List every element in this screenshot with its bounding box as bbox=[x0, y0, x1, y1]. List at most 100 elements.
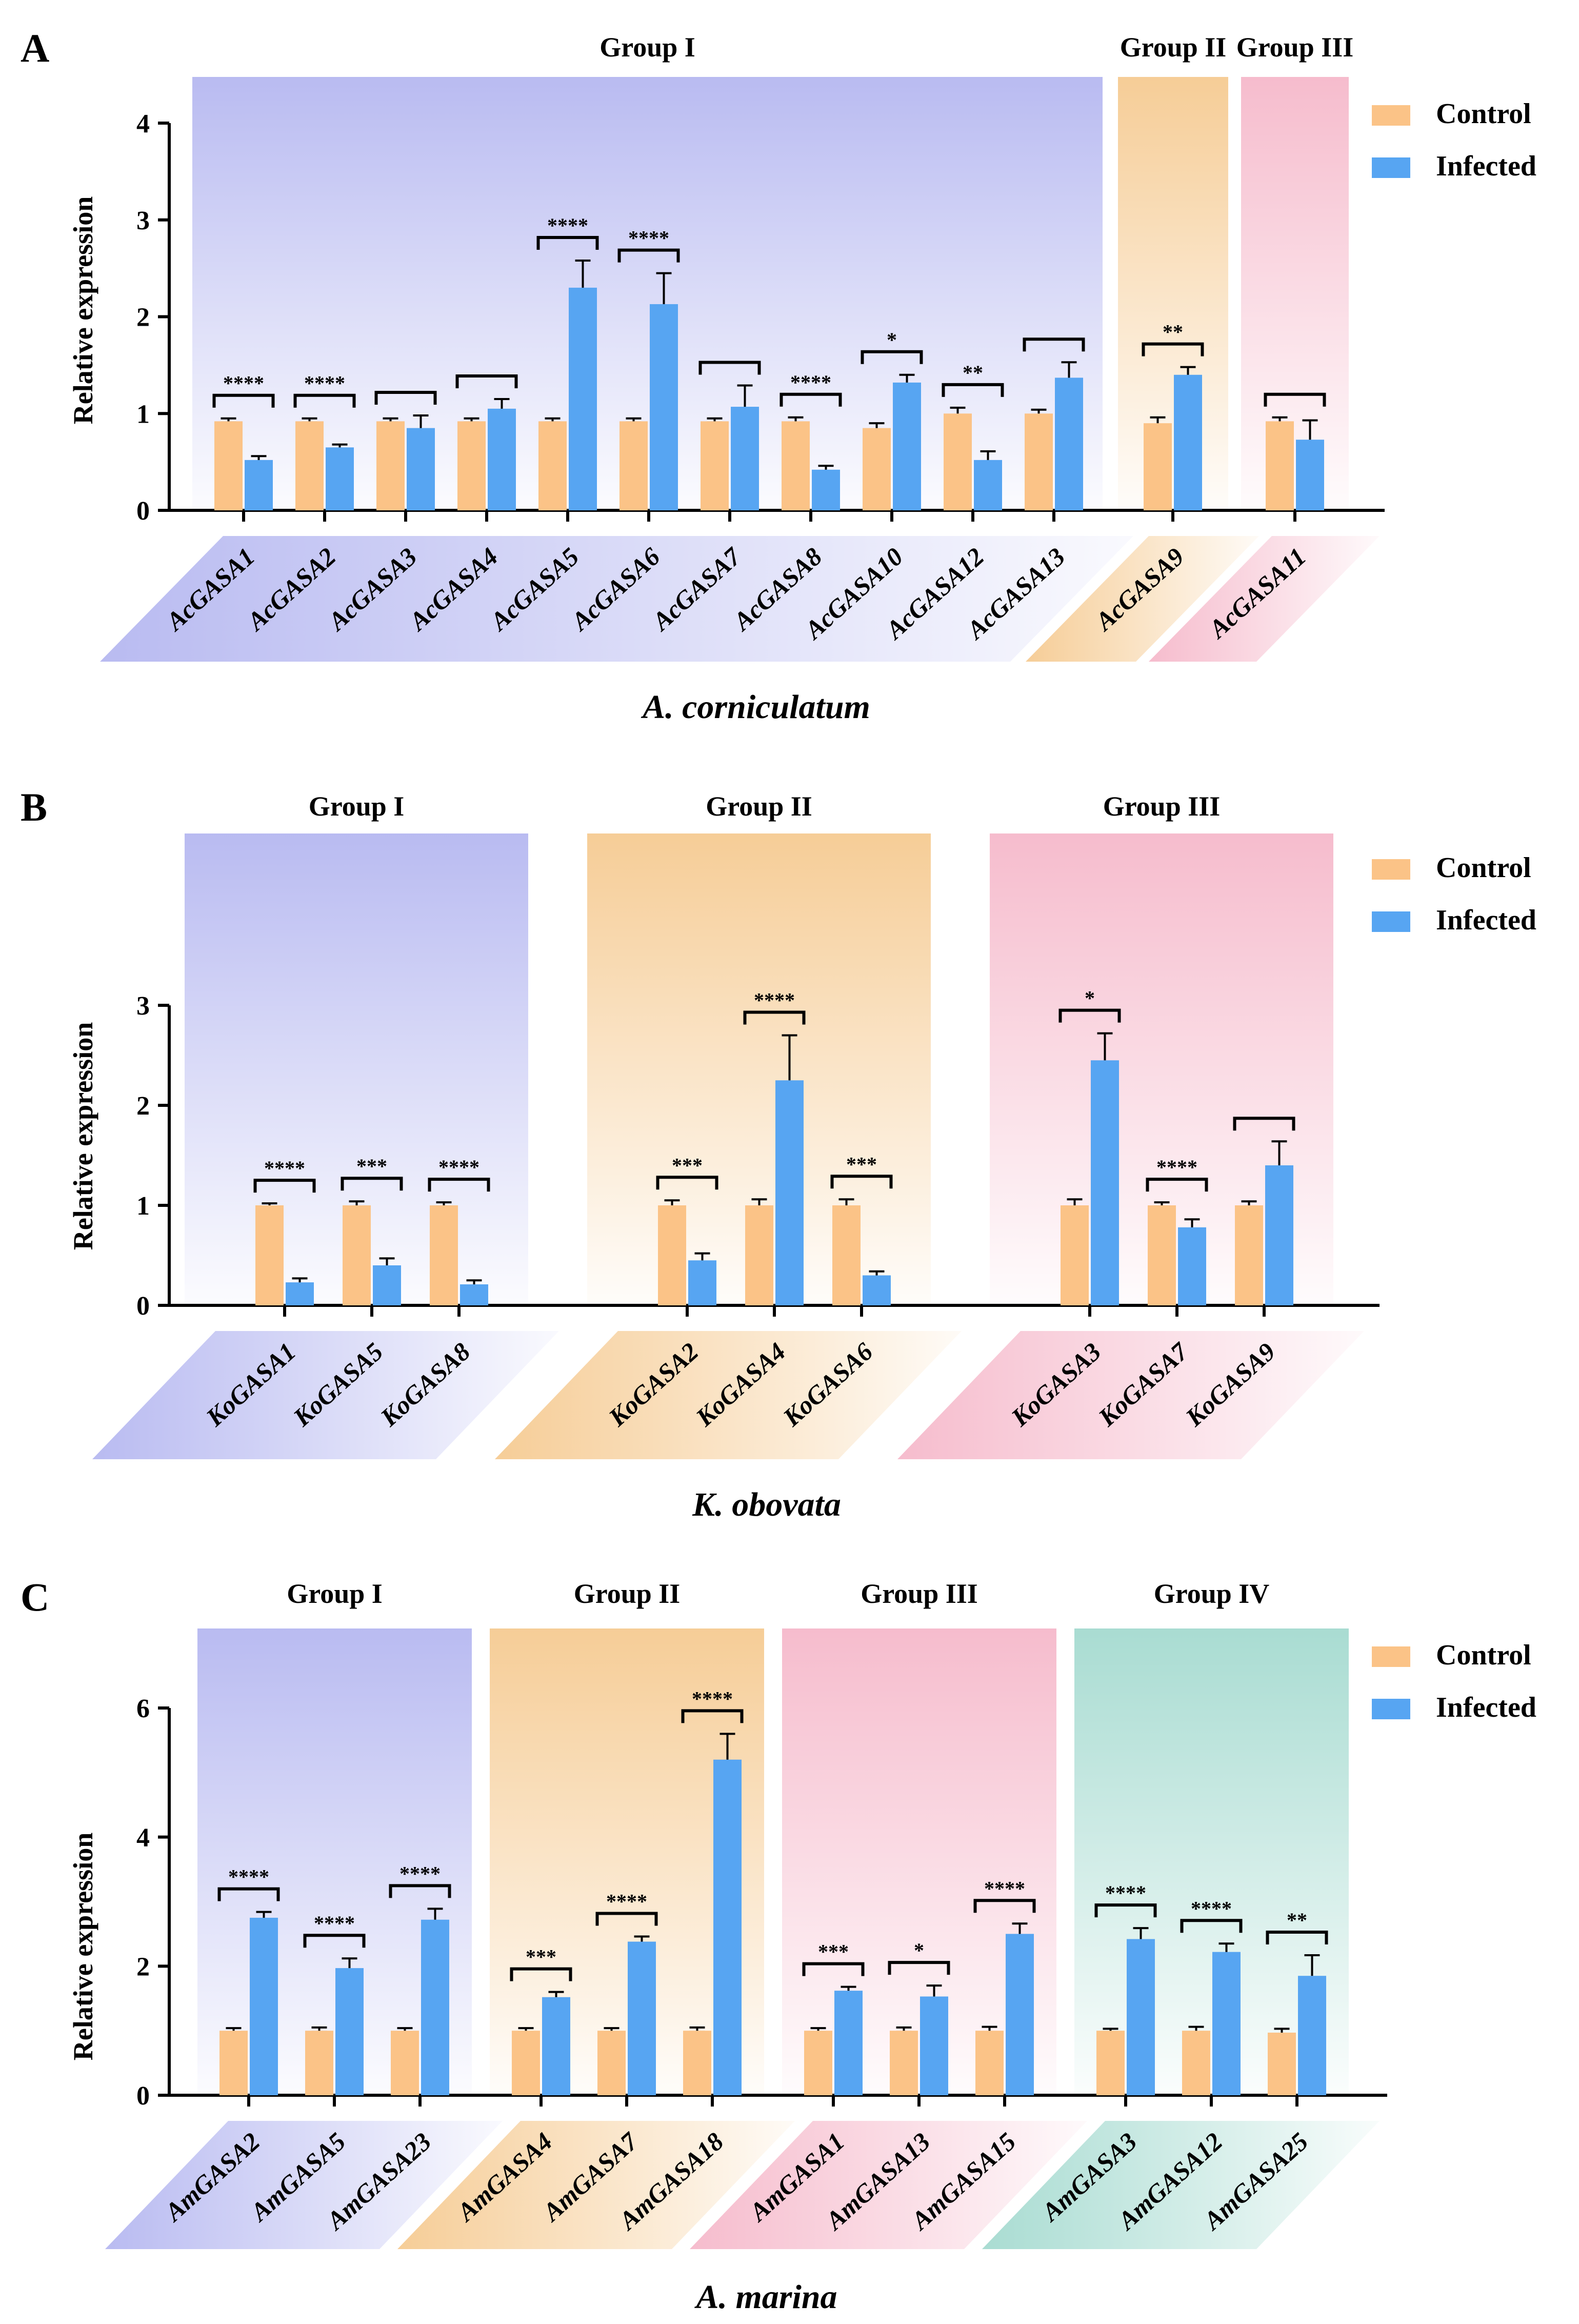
y-tick-label: 4 bbox=[136, 1823, 150, 1853]
significance-label: *** bbox=[818, 1940, 849, 1963]
bar-control-AmGASA23 bbox=[391, 2031, 419, 2095]
significance-label: * bbox=[1085, 987, 1095, 1010]
bar-control-AcGASA3 bbox=[376, 421, 405, 510]
significance-bracket bbox=[802, 1962, 865, 1976]
significance-label: * bbox=[887, 328, 897, 351]
bar-infected-AcGASA10 bbox=[893, 382, 921, 510]
group-label: Group III bbox=[861, 1578, 978, 1609]
bar-infected-AcGASA9 bbox=[1174, 374, 1202, 510]
significance-bracket bbox=[681, 1709, 744, 1723]
legend-control-label: Control bbox=[1436, 1639, 1531, 1671]
group-label: Group II bbox=[1120, 32, 1227, 63]
significance-bracket bbox=[217, 1887, 280, 1901]
significance-bracket bbox=[293, 393, 356, 408]
bar-control-AcGASA4 bbox=[457, 421, 486, 510]
significance-bracket bbox=[656, 1176, 718, 1190]
significance-bracket bbox=[1233, 1117, 1295, 1131]
bar-infected-KoGASA6 bbox=[863, 1275, 891, 1305]
bar-infected-AcGASA13 bbox=[1055, 378, 1083, 510]
significance-bracket bbox=[973, 1899, 1036, 1913]
significance-bracket bbox=[698, 361, 761, 375]
legend-infected-label: Infected bbox=[1436, 904, 1536, 936]
bar-control-AmGASA1 bbox=[804, 2031, 832, 2095]
bar-control-AmGASA15 bbox=[975, 2031, 1004, 2095]
significance-bracket bbox=[1023, 337, 1085, 352]
bar-control-AmGASA7 bbox=[597, 2031, 626, 2095]
significance-bracket bbox=[1264, 392, 1326, 407]
significance-label: *** bbox=[846, 1153, 877, 1176]
bar-infected-AmGASA15 bbox=[1006, 1934, 1034, 2095]
significance-label: **** bbox=[304, 372, 345, 395]
bar-infected-AmGASA2 bbox=[250, 1917, 278, 2095]
bar-control-AcGASA5 bbox=[538, 421, 567, 510]
bar-control-AmGASA13 bbox=[890, 2031, 918, 2095]
bar-infected-KoGASA1 bbox=[286, 1282, 314, 1305]
bar-infected-AmGASA4 bbox=[542, 1997, 570, 2095]
bar-control-AcGASA1 bbox=[214, 421, 243, 510]
group-label: Group I bbox=[599, 32, 695, 63]
significance-bracket bbox=[536, 236, 599, 250]
bar-control-AcGASA9 bbox=[1144, 423, 1172, 510]
bar-infected-AmGASA18 bbox=[713, 1759, 742, 2095]
significance-bracket bbox=[1058, 1008, 1121, 1023]
bar-control-AcGASA2 bbox=[295, 421, 324, 510]
bar-infected-AmGASA7 bbox=[628, 1941, 656, 2095]
bar-infected-AcGASA3 bbox=[407, 428, 435, 510]
significance-label: **** bbox=[1191, 1897, 1232, 1920]
bar-control-KoGASA2 bbox=[658, 1205, 686, 1305]
panel-a-letter: A bbox=[21, 26, 49, 70]
bar-control-AcGASA12 bbox=[944, 413, 972, 510]
significance-label: **** bbox=[314, 1912, 355, 1935]
bar-infected-AcGASA6 bbox=[650, 304, 678, 510]
panel-b: B K. obovata Relative expression Control… bbox=[21, 785, 1536, 1523]
significance-bracket bbox=[1266, 1930, 1328, 1944]
legend-infected-label: Infected bbox=[1436, 150, 1536, 182]
significance-bracket bbox=[212, 393, 275, 408]
y-tick-label: 3 bbox=[136, 206, 150, 235]
bar-control-KoGASA9 bbox=[1235, 1205, 1263, 1305]
significance-bracket bbox=[455, 374, 518, 388]
bar-control-KoGASA8 bbox=[430, 1205, 458, 1305]
panel-a: A A. corniculatum Relative expression Co… bbox=[21, 26, 1536, 726]
panel-c: C A. marina Relative expression Control … bbox=[21, 1575, 1536, 2316]
panel-b-letter: B bbox=[21, 785, 47, 829]
significance-label: **** bbox=[1105, 1881, 1146, 1904]
significance-label: **** bbox=[754, 989, 795, 1012]
bar-control-AmGASA18 bbox=[683, 2031, 711, 2095]
bar-control-AcGASA6 bbox=[619, 421, 648, 510]
panel-a-ylabel: Relative expression bbox=[68, 196, 98, 424]
significance-label: *** bbox=[356, 1155, 387, 1178]
significance-bracket bbox=[1180, 1919, 1243, 1933]
plot-layer: Group I Group II Group III01234****AcGASA1… bbox=[92, 32, 1387, 2249]
significance-label: **** bbox=[264, 1157, 305, 1180]
significance-label: **** bbox=[790, 371, 831, 394]
bar-infected-AcGASA2 bbox=[326, 447, 354, 510]
legend-control-label: Control bbox=[1436, 98, 1531, 130]
bar-infected-AcGASA1 bbox=[245, 460, 273, 510]
panel-a-legend: Control Infected bbox=[1372, 98, 1536, 182]
bar-control-AcGASA10 bbox=[863, 428, 891, 510]
group-label-band bbox=[982, 2121, 1380, 2249]
bar-control-AmGASA12 bbox=[1182, 2031, 1210, 2095]
significance-bracket bbox=[830, 1175, 893, 1189]
panel-b-legend: Control Infected bbox=[1372, 852, 1536, 936]
y-tick-label: 4 bbox=[136, 109, 150, 138]
group-background bbox=[1241, 77, 1349, 510]
bar-control-AcGASA8 bbox=[782, 421, 810, 510]
significance-bracket bbox=[510, 1967, 572, 1981]
significance-bracket bbox=[341, 1177, 403, 1191]
group-label: Group I bbox=[287, 1578, 383, 1609]
significance-bracket bbox=[942, 383, 1004, 397]
bar-infected-KoGASA4 bbox=[775, 1080, 804, 1305]
bar-control-AmGASA2 bbox=[219, 2031, 248, 2095]
legend-infected-label: Infected bbox=[1436, 1692, 1536, 1723]
y-tick-label: 2 bbox=[136, 303, 150, 332]
y-tick-label: 3 bbox=[136, 991, 150, 1021]
group-label-band bbox=[397, 2121, 795, 2249]
panel-a-species: A. corniculatum bbox=[641, 688, 870, 726]
panel-c-ylabel: Relative expression bbox=[68, 1833, 98, 2060]
bar-infected-AcGASA5 bbox=[569, 287, 597, 510]
panel-b-ylabel: Relative expression bbox=[68, 1022, 98, 1250]
significance-bracket bbox=[303, 1934, 366, 1948]
bar-control-AmGASA3 bbox=[1096, 2031, 1125, 2095]
